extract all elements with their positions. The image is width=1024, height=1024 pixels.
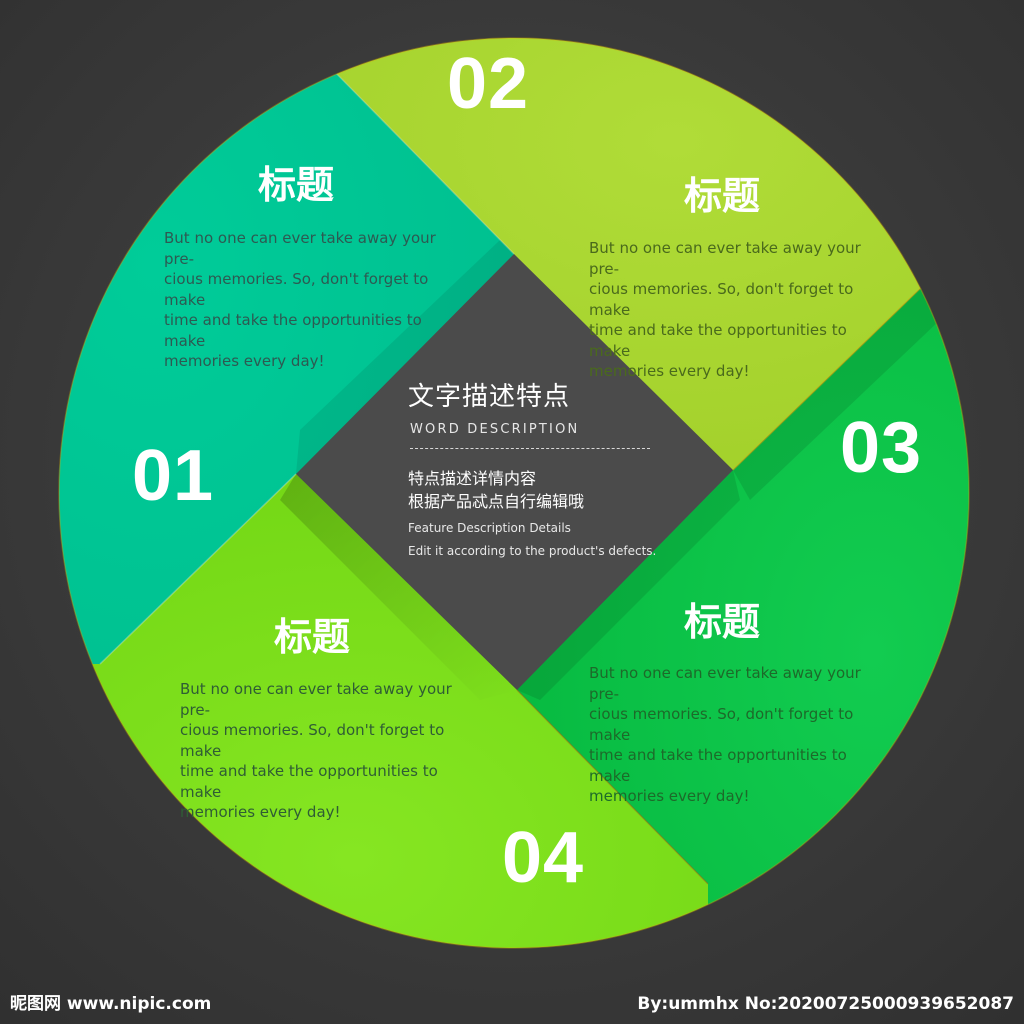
segment-02-body-line: cious memories. So, don't forget to make [589, 280, 854, 319]
fold-shadow-02 [733, 282, 940, 500]
center-subtitle: WORD DESCRIPTION [410, 422, 580, 437]
segment-03-body-line: time and take the opportunities to make [589, 746, 847, 785]
segment-02-body: But no one can ever take away your pre- … [589, 238, 889, 382]
segment-04-body-line: memories every day! [180, 803, 341, 821]
center-en-line-2: Edit it according to the product's defec… [408, 544, 657, 558]
seam-04-01 [99, 473, 297, 665]
center-cn-line-2: 根据产品忒点自行编辑哦 [408, 492, 585, 511]
segment-01-body-line: But no one can ever take away your pre- [164, 229, 436, 268]
segment-01-body-line: memories every day! [164, 352, 325, 370]
segment-02-title: 标题 [684, 174, 761, 218]
center-en-line-1: Feature Description Details [408, 521, 571, 535]
segment-04-body-line: cious memories. So, don't forget to make [180, 721, 445, 760]
segment-01-body-line: time and take the opportunities to make [164, 311, 422, 350]
segment-02-number: 02 [447, 44, 530, 124]
segment-02-body-line: memories every day! [589, 362, 750, 380]
segment-04-number: 04 [502, 818, 585, 898]
segment-03-body-line: But no one can ever take away your pre- [589, 664, 861, 703]
segment-02-body-line: But no one can ever take away your pre- [589, 239, 861, 278]
segment-01-body-line: cious memories. So, don't forget to make [164, 270, 429, 309]
segment-03-body-line: cious memories. So, don't forget to make [589, 705, 854, 744]
watermark-right: By:ummhx No:20200725000939652087 [637, 994, 1014, 1014]
segment-03-body-line: memories every day! [589, 787, 750, 805]
segment-01-body: But no one can ever take away your pre- … [164, 228, 464, 372]
watermark-left: 昵图网 www.nipic.com [10, 994, 212, 1014]
segment-01-number: 01 [132, 436, 215, 516]
outer-ring [58, 37, 970, 949]
segment-03-body: But no one can ever take away your pre- … [589, 663, 889, 807]
segment-04-body: But no one can ever take away your pre- … [180, 679, 480, 823]
segment-01-title: 标题 [258, 163, 335, 207]
seam-02-03 [732, 281, 928, 471]
fold-shadow-04 [280, 474, 517, 700]
center-cn-line-1: 特点描述详情内容 [408, 469, 537, 488]
segment-04-title: 标题 [274, 615, 351, 659]
fold-shadow-01 [296, 240, 514, 474]
center-divider [410, 448, 650, 449]
segment-04-body-line: time and take the opportunities to make [180, 762, 438, 801]
seam-03-04 [516, 689, 709, 885]
segment-02-body-line: time and take the opportunities to make [589, 321, 847, 360]
segment-03-number: 03 [840, 408, 923, 488]
seam-01-02 [324, 61, 515, 255]
fold-shadow-03 [517, 470, 740, 700]
segment-04-body-line: But no one can ever take away your pre- [180, 680, 452, 719]
center-title: 文字描述特点 [408, 382, 571, 412]
segment-03-title: 标题 [684, 600, 761, 644]
